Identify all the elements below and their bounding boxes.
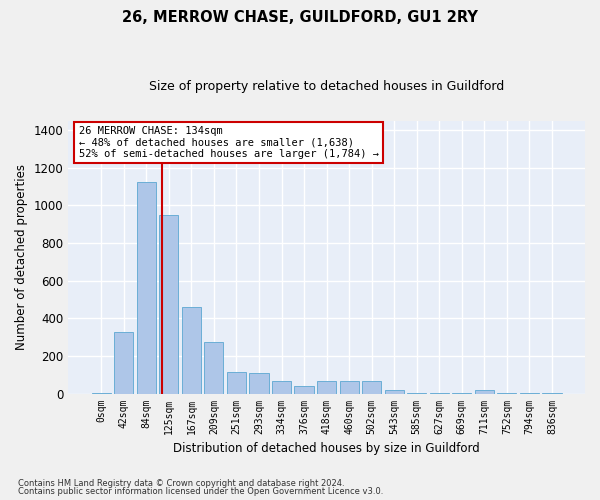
Bar bbox=[497, 393, 517, 394]
Bar bbox=[205, 342, 223, 394]
Bar bbox=[542, 393, 562, 394]
Bar bbox=[362, 382, 381, 394]
Bar bbox=[227, 372, 246, 394]
Y-axis label: Number of detached properties: Number of detached properties bbox=[15, 164, 28, 350]
Bar bbox=[250, 373, 269, 394]
Text: Contains public sector information licensed under the Open Government Licence v3: Contains public sector information licen… bbox=[18, 487, 383, 496]
Bar bbox=[92, 393, 111, 394]
Bar bbox=[520, 393, 539, 394]
Bar bbox=[182, 307, 201, 394]
Title: Size of property relative to detached houses in Guildford: Size of property relative to detached ho… bbox=[149, 80, 504, 93]
Text: 26, MERROW CHASE, GUILDFORD, GU1 2RY: 26, MERROW CHASE, GUILDFORD, GU1 2RY bbox=[122, 10, 478, 25]
X-axis label: Distribution of detached houses by size in Guildford: Distribution of detached houses by size … bbox=[173, 442, 480, 455]
Bar bbox=[475, 390, 494, 394]
Bar bbox=[317, 382, 336, 394]
Bar bbox=[430, 393, 449, 394]
Text: 26 MERROW CHASE: 134sqm
← 48% of detached houses are smaller (1,638)
52% of semi: 26 MERROW CHASE: 134sqm ← 48% of detache… bbox=[79, 126, 379, 159]
Bar bbox=[340, 382, 359, 394]
Bar bbox=[407, 393, 426, 394]
Bar bbox=[137, 182, 156, 394]
Bar bbox=[452, 393, 472, 394]
Text: Contains HM Land Registry data © Crown copyright and database right 2024.: Contains HM Land Registry data © Crown c… bbox=[18, 478, 344, 488]
Bar bbox=[295, 386, 314, 394]
Bar bbox=[114, 332, 133, 394]
Bar bbox=[159, 214, 178, 394]
Bar bbox=[385, 390, 404, 394]
Bar bbox=[272, 382, 291, 394]
